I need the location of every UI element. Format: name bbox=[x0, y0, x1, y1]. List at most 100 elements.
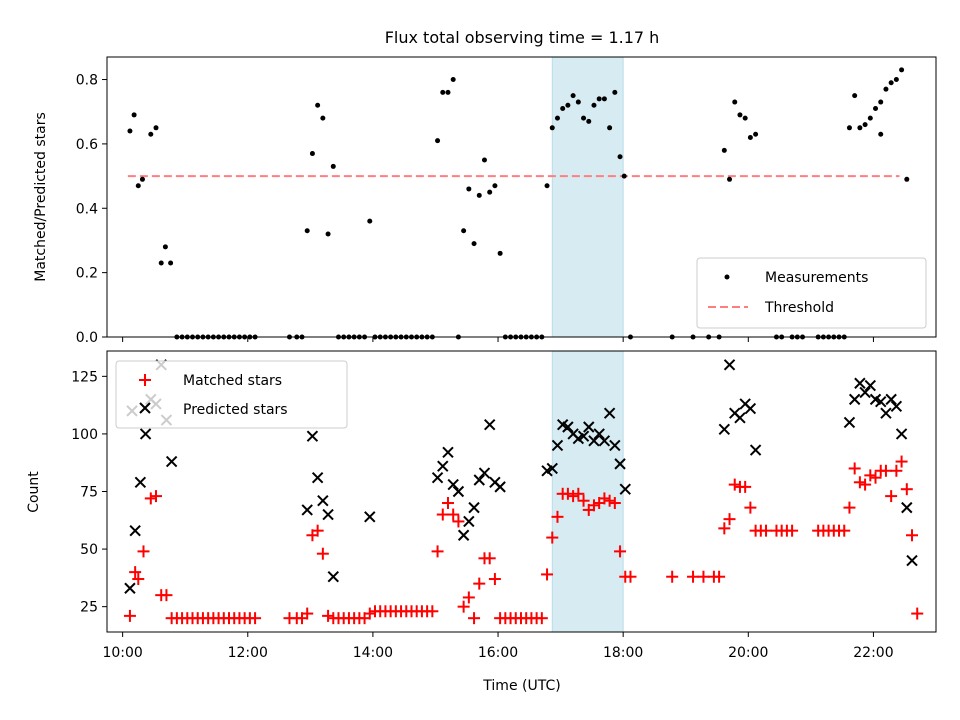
predicted-point bbox=[583, 421, 595, 433]
measurement-point bbox=[461, 228, 467, 234]
measurement-point bbox=[139, 176, 145, 182]
top-panel: 0.00.20.40.60.8 Matched/Predicted stars … bbox=[33, 56, 937, 346]
measurement-point bbox=[315, 102, 321, 108]
measurement-point bbox=[742, 115, 748, 121]
legend-predicted-label: Predicted stars bbox=[183, 402, 288, 418]
bottom-axes-frame bbox=[106, 350, 937, 633]
measurement-point bbox=[309, 151, 315, 157]
chart-title: Flux total observing time = 1.17 h bbox=[385, 28, 660, 47]
predicted-point bbox=[431, 471, 444, 484]
matched-point bbox=[723, 513, 736, 526]
x-tick-label: 22:00 bbox=[853, 645, 893, 661]
predicted-point bbox=[577, 430, 590, 442]
measurement-point bbox=[899, 67, 905, 73]
matched-point bbox=[577, 494, 590, 507]
y-tick-label: 0.6 bbox=[76, 137, 98, 153]
predicted-point bbox=[906, 554, 918, 567]
top-x-ticks bbox=[122, 337, 874, 342]
measurement-point bbox=[162, 244, 168, 250]
legend-matched-label: Matched stars bbox=[183, 373, 282, 389]
measurement-point bbox=[617, 154, 623, 160]
measurement-point bbox=[878, 99, 884, 105]
measurement-point bbox=[497, 250, 503, 256]
matched-point bbox=[666, 570, 679, 583]
predicted-point bbox=[609, 439, 621, 452]
predicted-point bbox=[744, 402, 757, 415]
predicted-point bbox=[885, 393, 897, 406]
predicted-point bbox=[619, 483, 631, 495]
predicted-point bbox=[718, 423, 731, 436]
measurement-point bbox=[878, 131, 884, 137]
predicted-point bbox=[593, 428, 605, 440]
matched-point bbox=[895, 455, 908, 468]
matched-stars-points bbox=[123, 455, 924, 625]
measurement-point bbox=[168, 260, 174, 266]
predicted-point bbox=[452, 485, 465, 498]
measurement-point bbox=[737, 112, 743, 118]
predicted-point bbox=[494, 481, 506, 493]
matched-point bbox=[457, 600, 470, 613]
predicted-point bbox=[463, 515, 475, 528]
measurement-point bbox=[862, 122, 868, 128]
matched-point bbox=[786, 524, 799, 537]
matched-point bbox=[301, 607, 314, 620]
x-tick-label: 10:00 bbox=[102, 645, 142, 661]
y-tick-label: 0.0 bbox=[76, 330, 98, 346]
measurement-point bbox=[158, 260, 164, 266]
predicted-point bbox=[306, 430, 319, 442]
measurement-point bbox=[131, 112, 137, 118]
legend-predicted-marker bbox=[139, 402, 151, 414]
matched-point bbox=[488, 573, 501, 586]
y-tick-label: 0.4 bbox=[76, 201, 98, 217]
measurement-point bbox=[883, 86, 889, 92]
matched-point bbox=[760, 524, 773, 537]
matched-point bbox=[322, 609, 335, 622]
matched-point bbox=[697, 570, 710, 583]
matched-point bbox=[718, 522, 731, 535]
matched-point bbox=[535, 612, 548, 625]
predicted-point bbox=[614, 458, 626, 470]
measurement-point bbox=[304, 228, 310, 234]
measurement-point bbox=[325, 231, 331, 237]
matched-point bbox=[150, 490, 163, 503]
measurement-point bbox=[367, 218, 373, 224]
predicted-point bbox=[364, 511, 376, 523]
bottom-legend: Matched stars Predicted stars bbox=[115, 360, 348, 429]
predicted-point bbox=[311, 471, 324, 484]
matched-point bbox=[160, 589, 173, 602]
measurement-point bbox=[753, 131, 759, 137]
y-tick-label: 100 bbox=[71, 427, 98, 443]
predicted-point bbox=[473, 474, 485, 486]
matched-point bbox=[853, 476, 866, 489]
matched-point bbox=[249, 612, 262, 625]
matched-point bbox=[890, 464, 903, 477]
predicted-point bbox=[442, 446, 454, 459]
measurement-point bbox=[904, 176, 910, 182]
predicted-point bbox=[478, 467, 491, 479]
predicted-point bbox=[468, 501, 480, 514]
predicted-point bbox=[301, 504, 313, 516]
matched-point bbox=[541, 568, 554, 581]
matched-point bbox=[441, 497, 454, 510]
predicted-point bbox=[447, 478, 459, 491]
predicted-point bbox=[546, 462, 558, 475]
matched-point bbox=[614, 545, 627, 558]
predicted-point bbox=[901, 501, 913, 514]
matched-point bbox=[144, 492, 157, 505]
x-tick-label: 16:00 bbox=[478, 645, 518, 661]
y-tick-label: 50 bbox=[80, 542, 98, 558]
measurement-point bbox=[445, 89, 451, 95]
matched-point bbox=[572, 487, 585, 500]
top-legend: Measurements Threshold bbox=[696, 257, 927, 329]
matched-point bbox=[608, 497, 621, 510]
measurement-point bbox=[586, 118, 592, 124]
predicted-point bbox=[124, 582, 136, 594]
matched-point bbox=[462, 591, 475, 604]
predicted-point bbox=[749, 444, 762, 456]
matched-point bbox=[848, 462, 861, 475]
measurement-point bbox=[554, 115, 560, 121]
measurement-point bbox=[857, 125, 863, 131]
measurement-point bbox=[127, 128, 133, 134]
measurement-point bbox=[732, 99, 738, 105]
